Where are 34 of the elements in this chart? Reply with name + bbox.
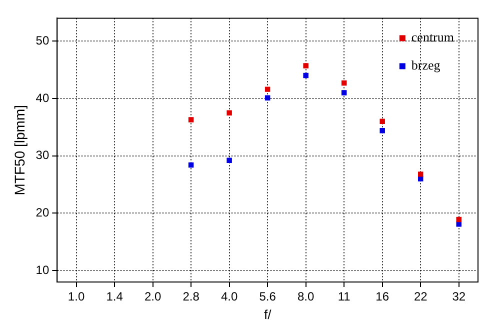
x-axis-title: f/ bbox=[264, 306, 272, 322]
point bbox=[456, 221, 462, 227]
legend-label: brzeg bbox=[411, 58, 441, 73]
x-tick-label: 5.6 bbox=[259, 290, 276, 304]
point bbox=[226, 158, 232, 164]
x-tick-label: 11 bbox=[338, 290, 351, 304]
y-tick-label: 30 bbox=[36, 148, 50, 162]
point bbox=[341, 80, 347, 86]
x-tick-label: 1.0 bbox=[68, 290, 85, 304]
x-tick-label: 4.0 bbox=[220, 290, 238, 304]
point bbox=[380, 128, 385, 134]
y-tick-label: 20 bbox=[36, 205, 50, 220]
point bbox=[341, 90, 347, 96]
x-tick-label: 32 bbox=[452, 290, 466, 304]
x-tick-label: 2.0 bbox=[144, 290, 162, 304]
point bbox=[303, 63, 308, 68]
x-tick-label: 8.0 bbox=[297, 290, 314, 304]
x-tick-label: 22 bbox=[414, 290, 428, 304]
point bbox=[188, 162, 194, 168]
y-tick-label: 50 bbox=[36, 33, 50, 48]
y-tick-label: 40 bbox=[36, 90, 50, 105]
point bbox=[264, 86, 270, 92]
point bbox=[418, 172, 424, 177]
y-tick-label: 10 bbox=[36, 262, 50, 277]
point bbox=[264, 95, 270, 101]
point bbox=[188, 117, 194, 122]
x-tick-label: 2.8 bbox=[182, 290, 200, 304]
x-tick-label: 1.4 bbox=[106, 290, 124, 304]
point bbox=[380, 118, 385, 124]
point bbox=[303, 72, 308, 78]
x-tick-label: 16 bbox=[376, 290, 390, 304]
point bbox=[456, 216, 462, 222]
point bbox=[226, 110, 232, 116]
y-axis-title: MTF50 [lpmm] bbox=[11, 104, 28, 196]
